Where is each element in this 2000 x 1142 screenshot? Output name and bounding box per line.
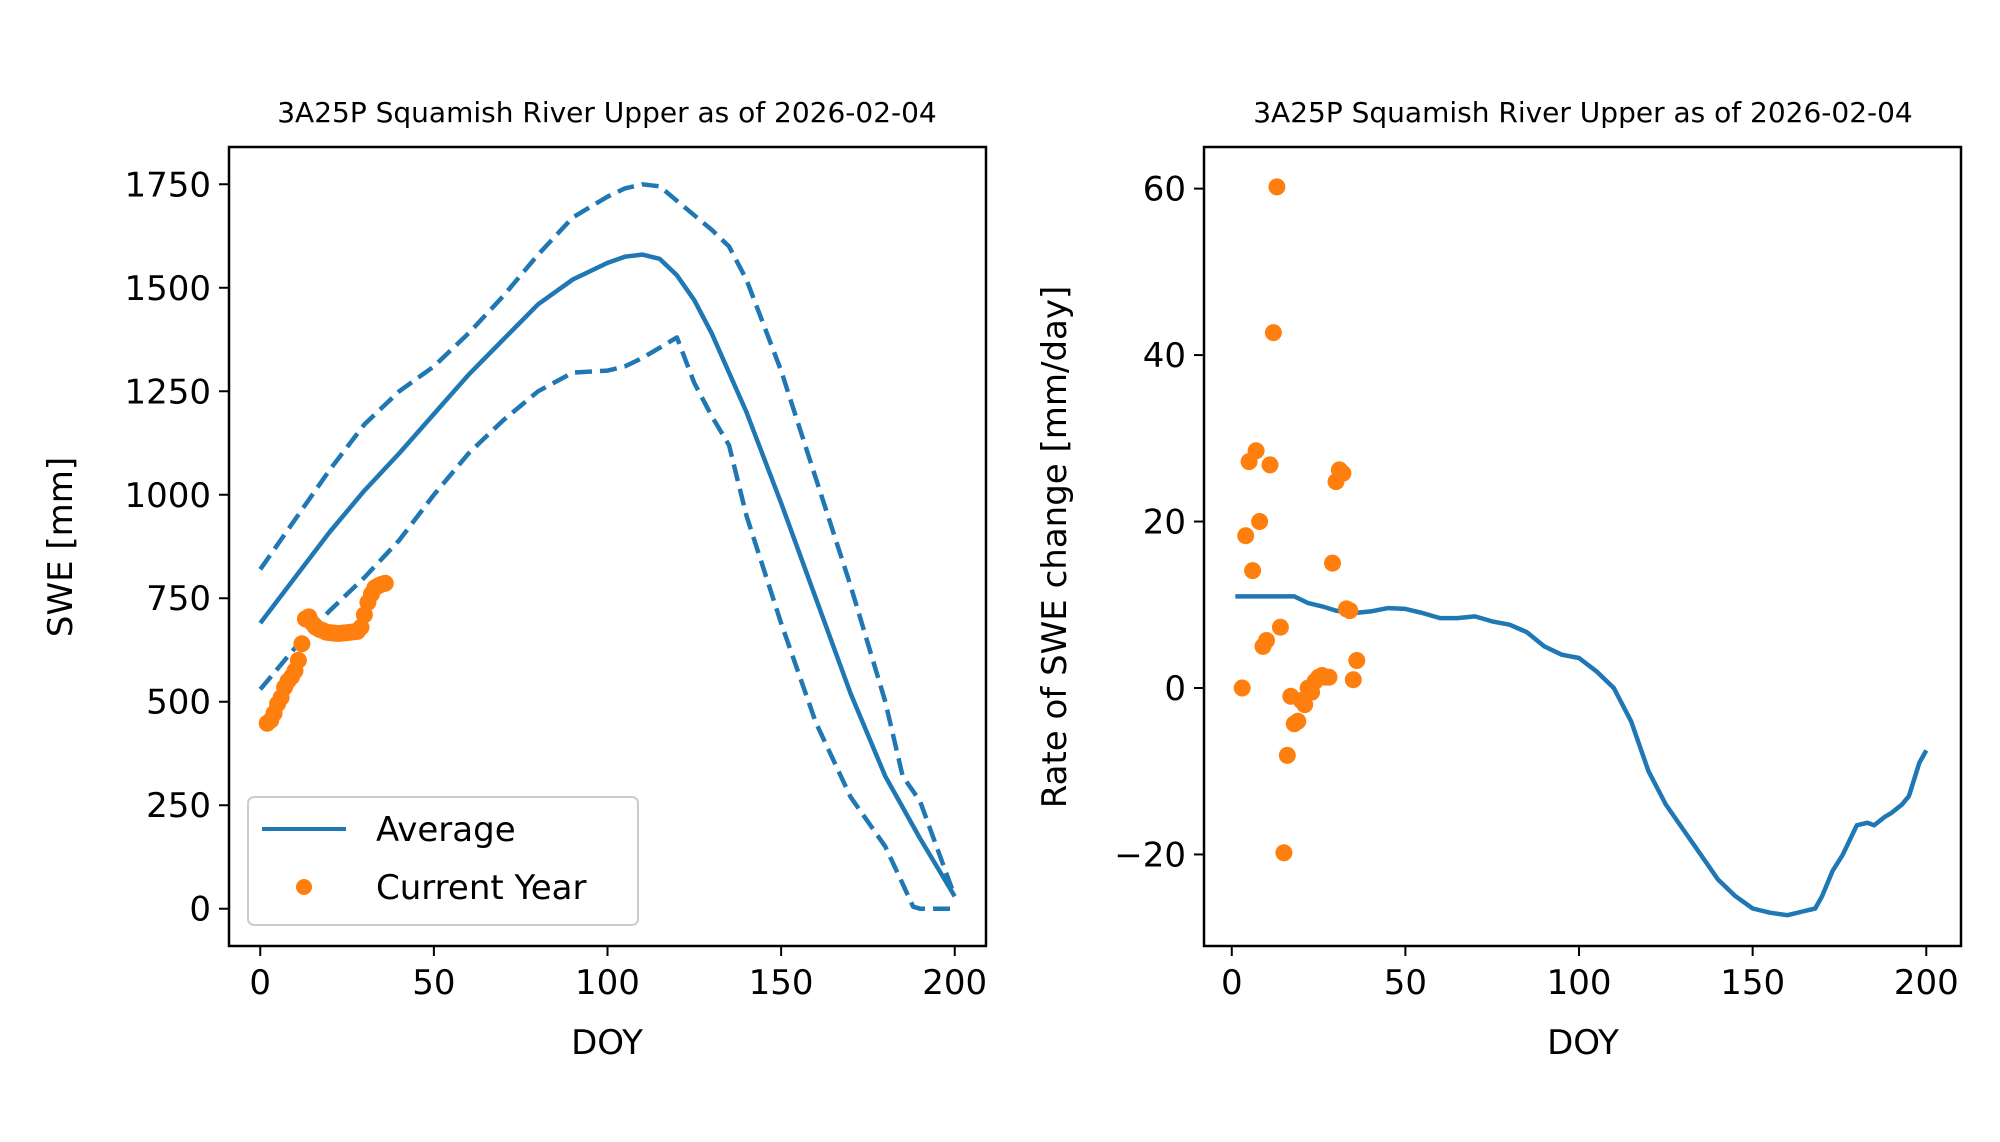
swe-average-line: [258, 252, 957, 898]
swe-x-axis-label: DOY: [571, 1023, 643, 1063]
rate-axes-frame: [1202, 145, 1963, 948]
rate-current-year-point: [1233, 679, 1251, 697]
rate-y-tick-label: 60: [1143, 170, 1186, 210]
swe-current-year-point: [293, 635, 311, 653]
rate-panel: 3A25P Squamish River Upper as of 2026-02…: [1035, 96, 1963, 1063]
rate-y-tick-label: −20: [1114, 835, 1186, 875]
rate-x-ticks: 0 50 100 150 200: [1221, 946, 1959, 1003]
rate-current-year-point: [1344, 671, 1362, 689]
rate-y-axis-label: Rate of SWE change [mm/day]: [1035, 286, 1075, 809]
swe-lower-bound-line: [258, 335, 955, 911]
swe-panel: 3A25P Squamish River Upper as of 2026-02…: [41, 96, 988, 1063]
rate-current-year-point: [1289, 712, 1307, 730]
swe-y-tick-label: 1750: [124, 165, 211, 205]
swe-x-tick-label: 0: [249, 963, 271, 1003]
swe-x-ticks: 0 50 100 150 200: [249, 946, 987, 1003]
rate-current-year-point: [1264, 324, 1282, 342]
rate-current-year-point: [1324, 554, 1341, 572]
rate-series-layer: [1235, 594, 1929, 918]
rate-y-tick-label: 20: [1143, 503, 1186, 543]
rate-current-year-point: [1278, 746, 1296, 764]
swe-x-tick-label: 100: [575, 963, 640, 1003]
legend-current-year-marker: [296, 879, 312, 895]
swe-x-tick-label: 200: [922, 963, 987, 1003]
rate-current-year-point: [1251, 513, 1269, 530]
rate-x-tick-label: 100: [1547, 963, 1612, 1003]
rate-current-year-layer: [1233, 178, 1366, 862]
swe-x-tick-label: 50: [412, 963, 455, 1003]
legend-average-label: Average: [376, 810, 516, 850]
swe-series-layer: [258, 182, 957, 911]
swe-y-tick-label: 1250: [124, 372, 211, 412]
rate-current-year-point: [1296, 696, 1314, 714]
swe-y-ticks: 0 250 500 750 1000 1250 1500 1750: [124, 165, 229, 930]
swe-current-year-layer: [258, 574, 394, 732]
rate-x-tick-label: 50: [1384, 963, 1427, 1003]
rate-current-year-point: [1275, 844, 1293, 862]
swe-y-tick-label: 0: [189, 890, 211, 930]
rate-x-tick-label: 0: [1221, 963, 1243, 1003]
rate-x-axis-label: DOY: [1547, 1023, 1619, 1063]
legend-current-year-label: Current Year: [376, 868, 587, 908]
rate-x-tick-label: 150: [1720, 963, 1785, 1003]
swe-y-tick-label: 250: [146, 786, 211, 826]
rate-current-year-point: [1244, 562, 1262, 580]
rate-current-year-point: [1258, 632, 1275, 649]
swe-legend: Average Current Year: [247, 796, 639, 926]
swe-current-year-point: [376, 574, 394, 592]
rate-current-year-point: [1271, 618, 1289, 636]
swe-y-tick-label: 1500: [124, 269, 211, 309]
rate-current-year-point: [1334, 464, 1352, 482]
swe-x-tick-label: 150: [749, 963, 814, 1003]
swe-y-tick-label: 1000: [124, 476, 211, 516]
rate-average-line: [1235, 594, 1929, 918]
rate-y-tick-label: 0: [1164, 669, 1186, 709]
rate-current-year-point: [1237, 527, 1255, 545]
rate-current-year-point: [1341, 602, 1359, 620]
rate-current-year-point: [1348, 652, 1366, 669]
swe-y-tick-label: 500: [146, 683, 211, 723]
swe-y-tick-label: 750: [146, 579, 211, 619]
rate-y-ticks: −20 0 20 40 60: [1114, 170, 1204, 875]
rate-panel-title: 3A25P Squamish River Upper as of 2026-02…: [1253, 96, 1913, 129]
swe-current-year-point: [289, 651, 307, 669]
swe-panel-title: 3A25P Squamish River Upper as of 2026-02…: [277, 96, 937, 129]
rate-current-year-point: [1320, 668, 1338, 686]
rate-current-year-point: [1247, 442, 1265, 460]
rate-y-tick-label: 40: [1143, 336, 1186, 376]
swe-upper-bound-line: [258, 182, 957, 898]
rate-x-tick-label: 200: [1894, 963, 1959, 1003]
swe-y-axis-label: SWE [mm]: [41, 457, 81, 637]
rate-current-year-point: [1268, 178, 1286, 196]
rate-current-year-point: [1261, 456, 1279, 474]
